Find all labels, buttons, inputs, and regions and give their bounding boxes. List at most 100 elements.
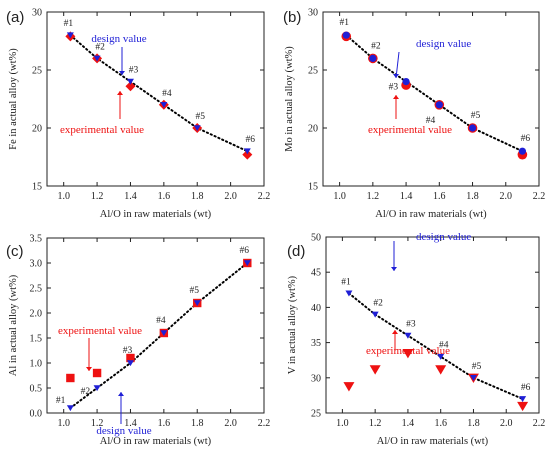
x-axis-label: Al/O in raw materials (wt) xyxy=(377,436,489,447)
point-label: #5 xyxy=(472,362,482,372)
x-tick-label: 1.0 xyxy=(57,191,70,202)
y-tick-label: 25 xyxy=(311,409,321,420)
point-label: #6 xyxy=(521,134,531,144)
x-tick-label: 1.0 xyxy=(336,418,349,429)
x-tick-label: 1.0 xyxy=(333,191,346,202)
y-tick-label: 3.5 xyxy=(30,234,43,245)
y-tick-label: 30 xyxy=(311,373,321,384)
experimental-arrowhead xyxy=(86,367,92,371)
point-label: #5 xyxy=(195,112,205,122)
experimental-point xyxy=(92,368,102,378)
experimental-annotation: experimental value xyxy=(368,124,452,136)
point-label: #5 xyxy=(189,286,199,296)
y-tick-label: 15 xyxy=(32,182,42,193)
point-label: #3 xyxy=(389,83,399,93)
design-arrow xyxy=(395,51,400,79)
point-label: #5 xyxy=(471,111,481,121)
experimental-point xyxy=(242,149,253,160)
design-annotation: design value xyxy=(416,38,471,50)
panel-b: 1.0 1.2 1.4 1.6 1.8 2.0 2.2 15 20 25 30 Al/O in raw… xyxy=(283,8,545,221)
point-label: #4 xyxy=(426,116,436,126)
design-point xyxy=(243,260,251,267)
experimental-arrowhead xyxy=(393,95,399,99)
design-point xyxy=(93,385,101,392)
experimental-point xyxy=(66,373,75,383)
x-tick-label: 1.4 xyxy=(124,191,137,202)
y-tick-label: 2.0 xyxy=(30,309,43,320)
x-tick-label: 1.8 xyxy=(191,418,204,429)
point-label: #2 xyxy=(371,41,381,51)
design-point xyxy=(160,102,168,108)
panel-label: (a) xyxy=(6,9,24,26)
x-tick-label: 1.6 xyxy=(433,191,446,202)
plot-frame xyxy=(46,11,265,187)
y-tick-label: 2.5 xyxy=(30,284,43,295)
experimental-point xyxy=(126,353,135,363)
design-arrowhead xyxy=(119,71,125,75)
x-tick-label: 1.2 xyxy=(369,418,382,429)
design-point xyxy=(371,311,379,318)
point-label: #1 xyxy=(340,18,350,28)
x-tick-label: 2.0 xyxy=(224,418,237,429)
experimental-point xyxy=(343,382,355,392)
y-axis-label: Al in actual alloy (wt%) xyxy=(8,274,19,376)
point-label: #6 xyxy=(246,135,256,145)
experimental-point xyxy=(517,401,529,412)
x-tick-label: 2.0 xyxy=(500,418,513,429)
panel-a: 1.0 1.2 1.4 1.6 1.8 2.0 2.2 15 20 25 30 Al/O in raw… xyxy=(6,8,270,221)
y-tick-label: 1.5 xyxy=(30,334,43,345)
design-point xyxy=(342,31,350,39)
point-label: #3 xyxy=(129,66,139,76)
panel-label: (d) xyxy=(287,243,305,260)
panel-label: (c) xyxy=(6,243,24,260)
x-tick-label: 1.2 xyxy=(367,191,380,202)
plot-frame xyxy=(322,11,540,187)
x-tick-label: 1.2 xyxy=(91,418,104,429)
x-axis-label: Al/O in raw materials (wt) xyxy=(375,209,487,220)
design-annotation: design value xyxy=(416,231,471,243)
point-label: #3 xyxy=(123,346,133,356)
experimental-annotation: experimental value xyxy=(366,345,450,357)
x-tick-label: 1.4 xyxy=(402,418,415,429)
y-axis-label: Fe in actual alloy (wt%) xyxy=(8,48,19,150)
y-tick-label: 35 xyxy=(311,338,321,349)
plot-frame xyxy=(46,237,265,414)
experimental-arrowhead xyxy=(392,330,398,334)
point-label: #6 xyxy=(240,246,250,256)
point-label: #3 xyxy=(406,320,416,330)
y-tick-label: 30 xyxy=(308,8,318,19)
design-point xyxy=(193,300,201,307)
panel-d: 1.0 1.2 1.4 1.6 1.8 2.0 2.2 25 30 35 40 45 50 Al/O in… xyxy=(287,231,545,447)
y-axis-label: V in actual alloy (wt%) xyxy=(287,275,298,374)
y-tick-label: 25 xyxy=(32,66,42,77)
point-label: #2 xyxy=(373,298,383,308)
y-tick-label: 40 xyxy=(311,303,321,314)
y-tick-label: 20 xyxy=(32,124,42,135)
design-point xyxy=(435,101,443,109)
y-tick-label: 15 xyxy=(308,182,318,193)
x-tick-label: 1.2 xyxy=(91,191,104,202)
x-tick-label: 1.8 xyxy=(191,191,204,202)
y-tick-label: 25 xyxy=(308,66,318,77)
y-tick-label: 1.0 xyxy=(30,359,43,370)
point-label: #2 xyxy=(81,387,91,397)
x-tick-label: 1.4 xyxy=(124,418,137,429)
y-tick-label: 30 xyxy=(32,8,42,19)
y-tick-label: 3.0 xyxy=(30,259,43,270)
x-tick-label: 2.2 xyxy=(533,191,546,202)
x-tick-label: 2.0 xyxy=(500,191,513,202)
experimental-point xyxy=(402,349,414,359)
x-tick-label: 2.0 xyxy=(224,191,237,202)
design-point xyxy=(469,375,477,381)
experimental-arrowhead xyxy=(117,91,123,95)
design-point xyxy=(518,147,526,155)
point-label: #4 xyxy=(156,316,166,326)
experimental-point xyxy=(435,365,447,375)
design-point xyxy=(345,290,353,297)
x-tick-label: 1.8 xyxy=(466,191,479,202)
y-tick-label: 0.5 xyxy=(30,384,43,395)
x-tick-label: 2.2 xyxy=(258,191,271,202)
plot-frame xyxy=(325,236,540,414)
design-trend-line xyxy=(69,34,249,153)
